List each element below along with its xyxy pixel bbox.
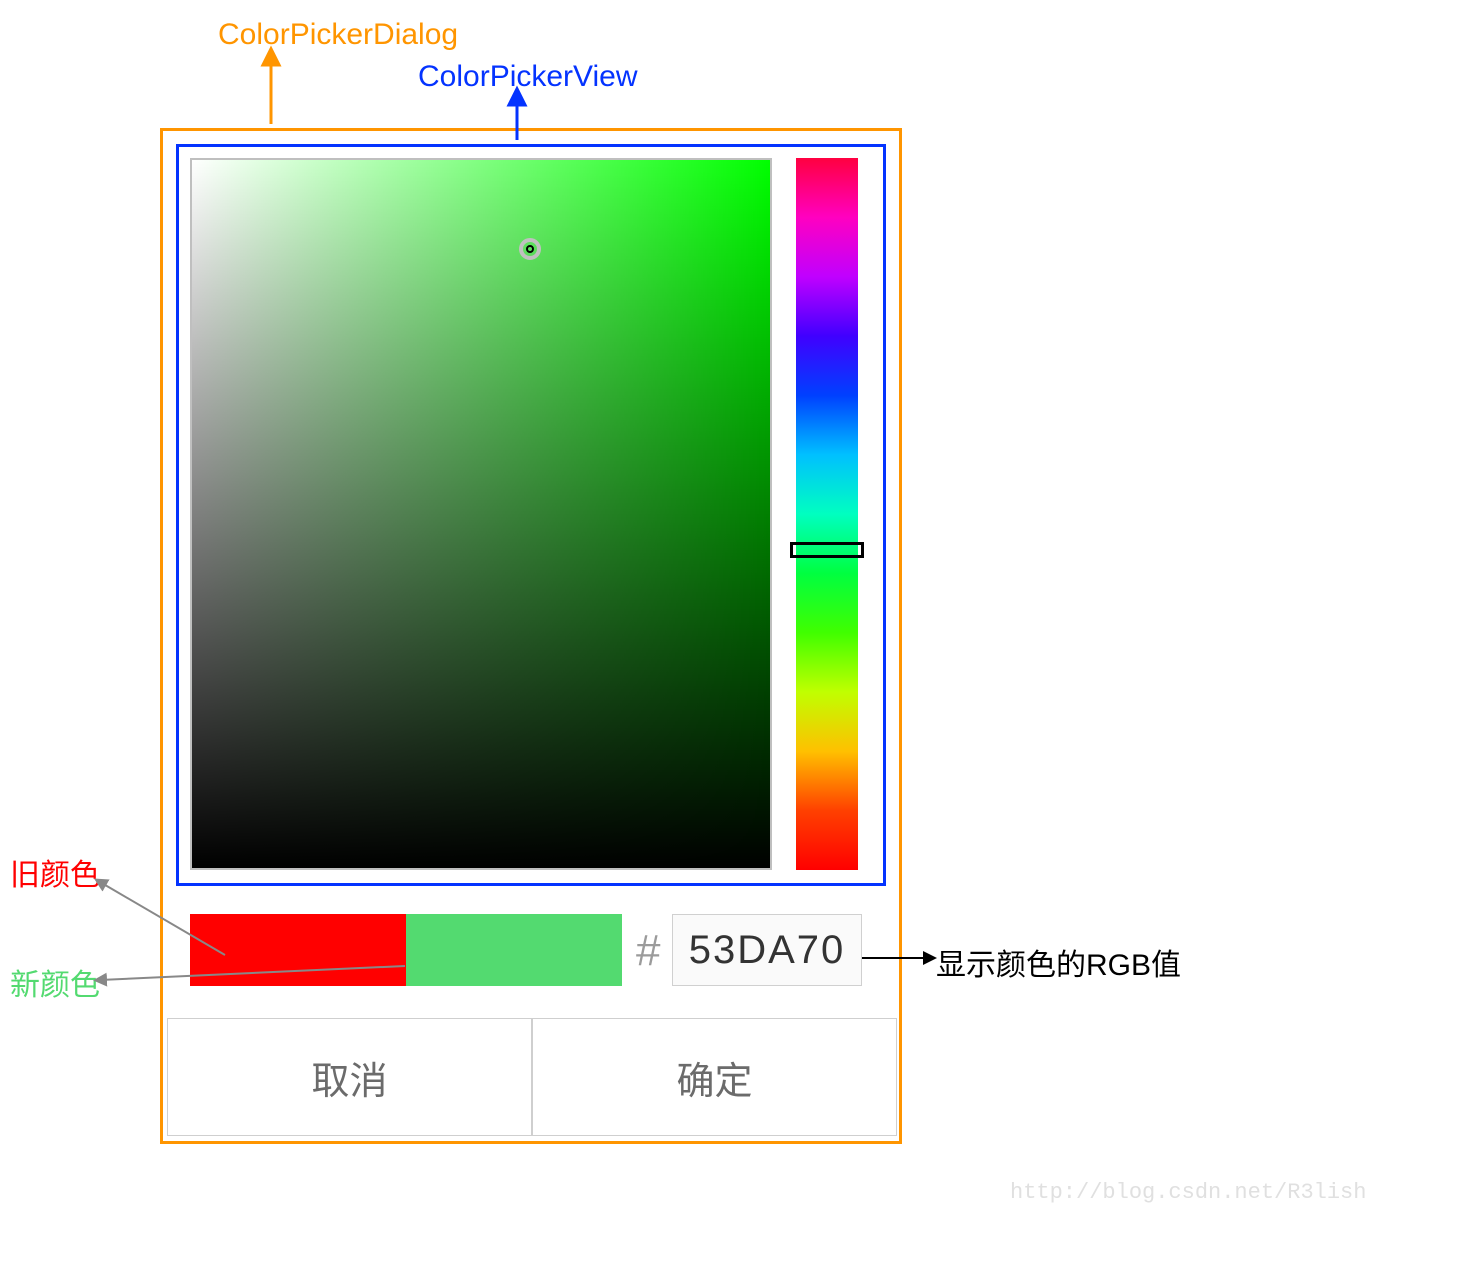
ok-button-label: 确定 xyxy=(676,1050,752,1105)
sv-black-gradient xyxy=(192,160,770,868)
cancel-button[interactable]: 取消 xyxy=(167,1018,532,1136)
new-color-swatch xyxy=(406,914,622,986)
cancel-button-label: 取消 xyxy=(311,1050,387,1105)
saturation-value-panel[interactable] xyxy=(190,158,772,870)
hue-thumb[interactable] xyxy=(790,542,864,558)
old-color-swatch xyxy=(190,914,406,986)
hex-value-input[interactable]: 53DA70 xyxy=(672,914,862,986)
label-view: ColorPickerView xyxy=(418,60,638,94)
hash-symbol: # xyxy=(636,926,660,976)
diagram-canvas: ColorPickerDialog ColorPickerView 旧颜色 新颜… xyxy=(0,0,1462,1262)
hue-slider[interactable] xyxy=(796,158,858,870)
ok-button[interactable]: 确定 xyxy=(532,1018,897,1136)
label-new-color: 新颜色 xyxy=(10,960,100,1004)
sv-tracker[interactable] xyxy=(519,238,541,260)
label-old-color: 旧颜色 xyxy=(10,850,100,894)
watermark: http://blog.csdn.net/R3lish xyxy=(1010,1180,1366,1205)
label-dialog: ColorPickerDialog xyxy=(218,18,458,52)
hue-track xyxy=(796,158,858,870)
label-rgb-value: 显示颜色的RGB值 xyxy=(936,940,1181,984)
hex-value-text: 53DA70 xyxy=(689,928,846,973)
